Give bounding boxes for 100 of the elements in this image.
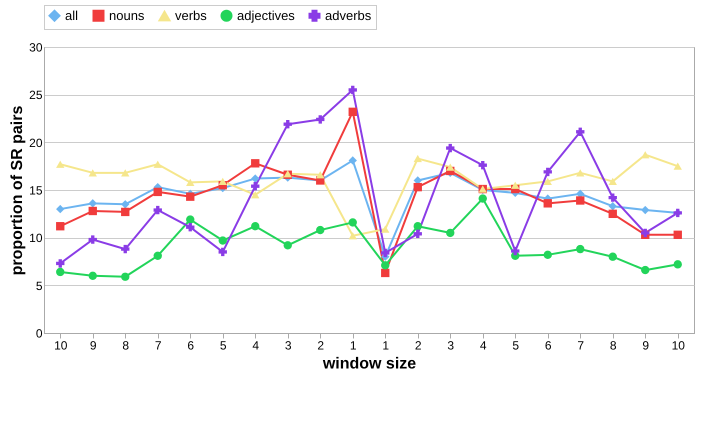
point	[414, 222, 422, 230]
x-tick-label: 9	[90, 338, 97, 352]
x-tick-label: 7	[154, 338, 162, 352]
point	[414, 154, 422, 162]
point	[674, 260, 682, 269]
point	[56, 160, 64, 168]
point	[56, 268, 64, 276]
point	[641, 151, 650, 158]
point	[186, 178, 194, 186]
point	[674, 162, 682, 170]
point	[348, 108, 357, 116]
point	[608, 193, 617, 202]
point	[446, 163, 454, 171]
legend-label: adjectives	[237, 8, 296, 23]
point	[478, 161, 487, 170]
point	[121, 244, 130, 254]
point	[478, 194, 487, 203]
point	[511, 246, 520, 256]
legend-label: nouns	[109, 8, 145, 23]
point	[608, 178, 617, 186]
point	[576, 196, 584, 205]
point	[641, 206, 650, 214]
x-tick-label: 8	[610, 338, 617, 352]
point	[544, 168, 552, 176]
point	[316, 171, 324, 178]
point	[348, 156, 357, 165]
point	[186, 192, 194, 201]
point	[641, 266, 650, 274]
point	[88, 169, 97, 176]
point	[88, 235, 97, 244]
point	[414, 182, 422, 192]
point	[218, 178, 227, 186]
point	[576, 244, 584, 254]
point	[186, 222, 194, 232]
point	[88, 272, 97, 280]
y-tick-label: 30	[29, 40, 43, 54]
x-axis-title: window size	[322, 356, 416, 372]
point	[608, 252, 617, 261]
point	[251, 182, 260, 190]
point	[251, 174, 260, 183]
point	[218, 236, 227, 245]
point	[121, 200, 130, 208]
x-tick-label: 4	[480, 338, 487, 352]
legend-label: all	[65, 8, 78, 23]
point	[381, 268, 390, 278]
x-tick-label: 2	[317, 338, 324, 352]
x-tick-label: 3	[284, 338, 292, 352]
point	[576, 128, 584, 136]
point	[414, 230, 422, 238]
x-tick-label: 10	[672, 338, 686, 352]
point	[576, 169, 584, 176]
point	[56, 204, 64, 214]
point	[284, 120, 292, 128]
point	[186, 215, 194, 224]
point	[348, 218, 357, 227]
point	[121, 208, 130, 216]
x-tick-label: 6	[544, 338, 552, 352]
y-tick-label: 25	[29, 88, 43, 102]
point	[381, 261, 390, 270]
x-tick-label: 6	[187, 338, 194, 352]
point	[348, 232, 357, 240]
point	[608, 210, 617, 218]
point	[446, 144, 454, 152]
point	[121, 272, 130, 281]
x-tick-label: 5	[512, 338, 520, 352]
point	[381, 248, 390, 258]
point	[56, 222, 64, 230]
point	[154, 252, 162, 260]
point	[544, 178, 552, 186]
point	[251, 159, 260, 168]
point	[121, 169, 130, 176]
x-tick-label: 10	[54, 338, 68, 352]
point	[88, 206, 97, 216]
point	[251, 191, 260, 198]
legend-label: adverbs	[325, 8, 372, 23]
point	[284, 241, 292, 250]
x-tick-label: 4	[252, 338, 260, 352]
point	[544, 250, 552, 259]
point	[154, 160, 162, 168]
y-tick-label: 5	[36, 278, 43, 293]
x-tick-label: 8	[122, 338, 130, 352]
point	[251, 222, 260, 230]
x-tick-label: 1	[350, 338, 357, 352]
point	[674, 230, 682, 239]
x-tick-label: 2	[414, 338, 422, 352]
point	[348, 86, 357, 94]
y-tick-label: 15	[29, 184, 43, 198]
y-tick-label: 20	[29, 136, 43, 150]
point	[56, 259, 64, 268]
point	[446, 228, 454, 238]
point	[511, 182, 520, 189]
point	[316, 226, 324, 234]
legend-label: verbs	[175, 8, 208, 24]
y-axis-title: proportion of SR pairs	[9, 106, 26, 276]
x-tick-label: 9	[642, 338, 650, 352]
point	[381, 225, 390, 233]
y-tick-label: 0	[36, 326, 43, 340]
x-tick-label: 7	[577, 338, 584, 352]
point	[154, 188, 162, 196]
x-tick-label: 5	[220, 338, 227, 352]
